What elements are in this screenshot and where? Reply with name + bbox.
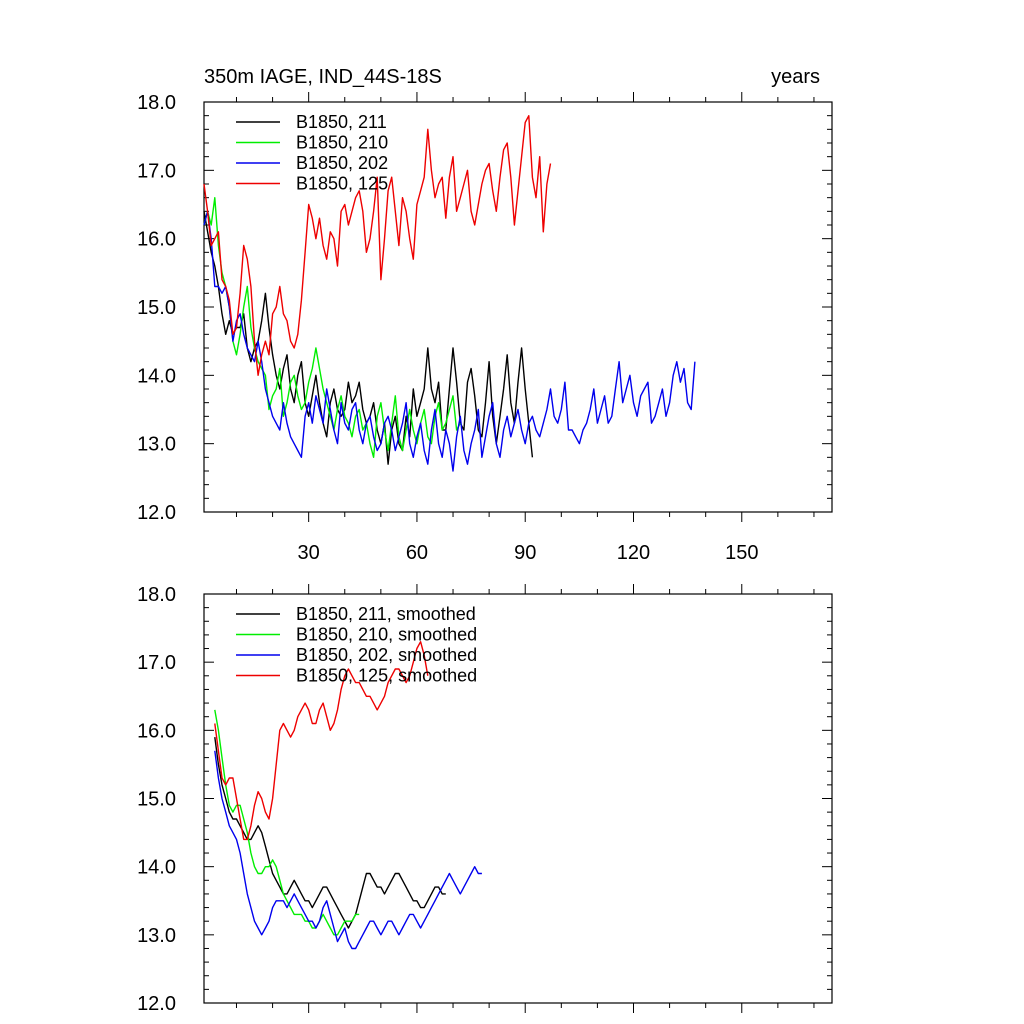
x-tick-label: 120: [617, 542, 650, 564]
series-line-0: [214, 737, 446, 929]
x-tick-label: 30: [298, 542, 320, 564]
y-tick-label: 13.0: [137, 434, 176, 456]
y-tick-label: 16.0: [137, 720, 176, 742]
legend-label: B1850, 125, smoothed: [296, 666, 477, 686]
y-tick-label: 17.0: [137, 652, 176, 674]
chart-units-label: years: [771, 66, 820, 88]
chart-title: 350m IAGE, IND_44S-18S: [204, 66, 442, 88]
upper-panel-raw: 12.0 13.0 14.0 15.0 16.0 17.0 18.0 30 60 90 120 150…: [137, 92, 833, 564]
lower-panel-smoothed: 12.0 13.0 14.0 15.0 16.0 17.0 18.0 B1850, 211, …: [137, 584, 833, 1015]
legend-label: B1850, 202: [296, 153, 388, 173]
legend-label: B1850, 210: [296, 133, 388, 153]
y-tick-label: 13.0: [137, 925, 176, 947]
y-tick-label: 18.0: [137, 584, 176, 606]
series-line-3: [214, 641, 429, 841]
y-tick-label: 14.0: [137, 857, 176, 879]
y-tick-label: 15.0: [137, 789, 176, 811]
series-line-1: [214, 709, 360, 936]
y-tick-label: 15.0: [137, 297, 176, 319]
x-tick-label: 150: [725, 542, 758, 564]
legend-label: B1850, 125: [296, 174, 388, 194]
legend-label: B1850, 211: [296, 112, 387, 132]
y-tick-label: 17.0: [137, 160, 176, 182]
x-tick-label: 60: [406, 542, 428, 564]
legend-label: B1850, 210, smoothed: [296, 625, 477, 645]
y-tick-label: 16.0: [137, 229, 176, 251]
legend-label: B1850, 202, smoothed: [296, 645, 477, 665]
y-tick-label: 14.0: [137, 365, 176, 387]
y-tick-label: 18.0: [137, 92, 176, 114]
y-tick-label: 12.0: [137, 993, 176, 1015]
series-line-2: [214, 750, 482, 950]
series-line-3: [203, 114, 552, 376]
x-tick-label: 90: [514, 542, 536, 564]
legend-label: B1850, 211, smoothed: [296, 604, 476, 624]
y-tick-label: 12.0: [137, 502, 176, 524]
series-line-2: [203, 210, 696, 472]
